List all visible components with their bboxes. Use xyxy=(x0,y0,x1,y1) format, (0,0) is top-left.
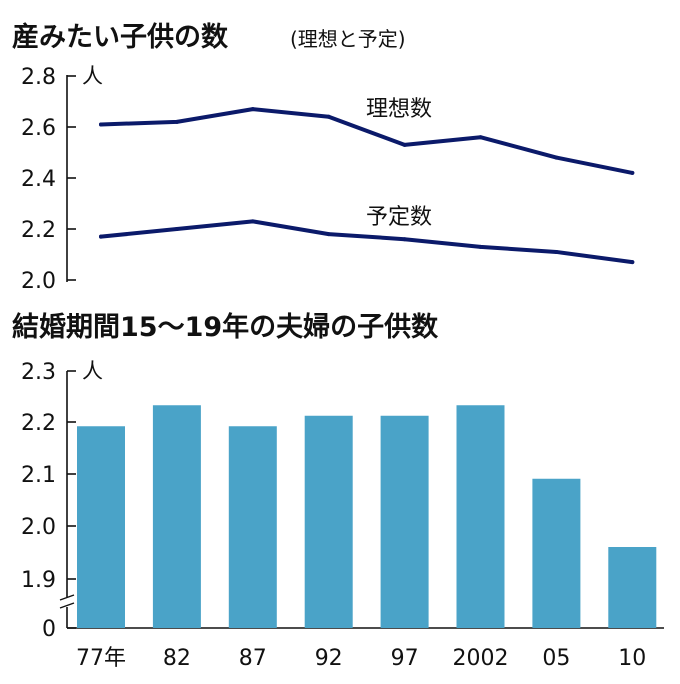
data-point xyxy=(402,142,407,147)
line-chart-series xyxy=(99,107,635,265)
bar xyxy=(380,415,429,628)
data-point xyxy=(630,170,635,175)
bar xyxy=(532,478,581,628)
data-point xyxy=(554,249,559,254)
bar-y-tick-label: 2.3 xyxy=(21,360,56,385)
bar-chart-bars xyxy=(77,405,657,628)
line-chart-unit: 人 xyxy=(82,64,103,88)
line-y-tick-label: 2.8 xyxy=(21,65,56,90)
line-chart-subtitle: (理想と予定) xyxy=(290,27,406,51)
data-point xyxy=(174,119,179,124)
x-tick-label: 05 xyxy=(542,646,570,671)
bar xyxy=(456,405,505,628)
bar-y-tick-label: 2.2 xyxy=(21,411,56,436)
data-point xyxy=(250,107,255,112)
data-point xyxy=(250,219,255,224)
bar-y-tick-label: 2.0 xyxy=(21,515,56,540)
data-point xyxy=(99,122,103,127)
series-label-planned: 予定数 xyxy=(366,205,432,230)
data-point xyxy=(326,114,331,119)
bar xyxy=(228,426,277,628)
axis-break-mark xyxy=(59,594,75,609)
series-label-ideal: 理想数 xyxy=(366,97,432,122)
data-point xyxy=(174,227,179,231)
line-chart: 産みたい子供の数 (理想と予定) 人 2.8 2.6 2.4 2.2 2.0 理想数 予… xyxy=(12,21,635,294)
bar xyxy=(152,405,201,628)
x-tick-label: 10 xyxy=(618,646,646,671)
bar xyxy=(608,547,657,628)
series-line-planned xyxy=(99,219,635,265)
bar xyxy=(77,426,125,628)
bar-y-tick-label: 2.1 xyxy=(21,463,56,488)
bar-chart-title: 結婚期間15〜19年の夫婦の子供数 xyxy=(12,311,439,343)
data-point xyxy=(554,155,559,160)
x-tick-label: 77年 xyxy=(76,646,126,671)
line-y-tick-label: 2.6 xyxy=(21,116,56,141)
bar-chart-y-ticks: 2.3 2.2 2.1 2.0 1.9 0 xyxy=(21,360,76,642)
data-point xyxy=(478,135,483,140)
bar-chart-unit: 人 xyxy=(82,359,103,383)
x-tick-label: 82 xyxy=(163,646,191,671)
x-tick-label: 97 xyxy=(391,646,419,671)
data-point xyxy=(402,237,407,242)
bar-chart: 結婚期間15〜19年の夫婦の子供数 人 2.3 2.2 2.1 2.0 1.9 0 77年… xyxy=(12,311,664,671)
line-y-tick-label: 2.2 xyxy=(21,218,56,243)
line-chart-y-ticks: 2.8 2.6 2.4 2.2 2.0 xyxy=(21,65,76,294)
line-y-tick-label: 2.4 xyxy=(21,167,56,192)
bar-y-tick-label: 0 xyxy=(42,617,56,642)
data-point xyxy=(478,244,483,249)
x-tick-label: 2002 xyxy=(453,646,509,671)
x-tick-label: 87 xyxy=(239,646,267,671)
bar-y-tick-label: 1.9 xyxy=(21,568,56,593)
series-line-ideal xyxy=(99,107,635,175)
bar-chart-x-labels: 77年 82 87 92 97 2002 05 10 xyxy=(76,646,646,671)
data-point xyxy=(630,260,635,265)
data-point xyxy=(99,234,103,239)
line-y-tick-label: 2.0 xyxy=(21,269,56,294)
data-point xyxy=(326,232,331,237)
bar xyxy=(304,415,353,628)
line-chart-title: 産みたい子供の数 xyxy=(12,21,229,53)
x-tick-label: 92 xyxy=(315,646,343,671)
